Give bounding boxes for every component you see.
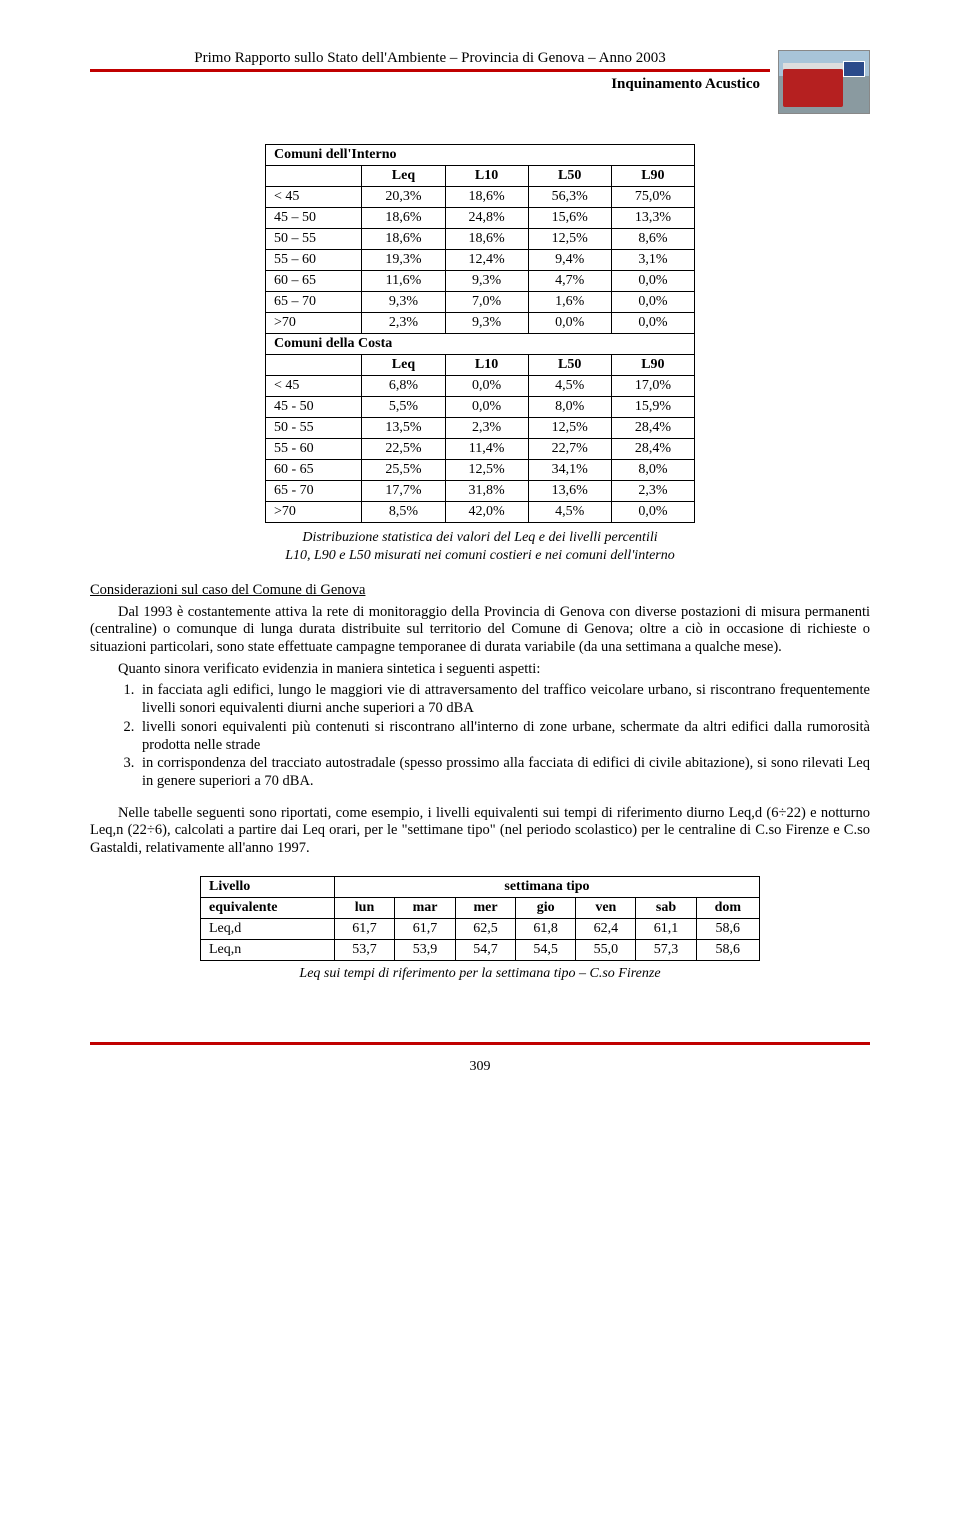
page-number: 309 [90,1059,870,1075]
table-row: 60 - 6525,5%12,5%34,1%8,0% [266,460,695,481]
header-rule [90,69,770,72]
col-l90: L90 [611,166,694,187]
table-row: 65 - 7017,7%31,8%13,6%2,3% [266,481,695,502]
table-section-b: Comuni della Costa [266,334,695,355]
table-row: 60 – 6511,6%9,3%4,7%0,0% [266,271,695,292]
table-row: 45 – 5018,6%24,8%15,6%13,3% [266,208,695,229]
doc-title: Primo Rapporto sullo Stato dell'Ambiente… [90,50,770,67]
table-row: Leq,d61,761,762,561,862,461,158,6 [201,918,760,939]
table-row: 55 – 6019,3%12,4%9,4%3,1% [266,250,695,271]
para-1: Dal 1993 è costantemente attiva la rete … [90,604,870,657]
col-settimana: settimana tipo [334,876,759,897]
table-row: < 456,8%0,0%4,5%17,0% [266,376,695,397]
table-comuni: Comuni dell'Interno Leq L10 L50 L90 < 45… [265,144,695,523]
col-livello: Livello [201,876,335,897]
col-blank [266,166,362,187]
table-row: 65 – 709,3%7,0%1,6%0,0% [266,292,695,313]
table-row: 45 - 505,5%0,0%8,0%15,9% [266,397,695,418]
table2-caption: Leq sui tempi di riferimento per la sett… [90,965,870,983]
aspect-list: in facciata agli edifici, lungo le maggi… [138,682,870,790]
table-row: Leq,n53,753,954,754,555,057,358,6 [201,939,760,960]
col-leq: Leq [362,166,445,187]
table-section-a: Comuni dell'Interno [266,145,695,166]
list-item: in facciata agli edifici, lungo le maggi… [138,682,870,717]
para-2: Quanto sinora verificato evidenzia in ma… [90,661,870,679]
page-header: Primo Rapporto sullo Stato dell'Ambiente… [90,50,870,114]
table-row: 50 - 5513,5%2,3%12,5%28,4% [266,418,695,439]
table-row: 55 - 6022,5%11,4%22,7%28,4% [266,439,695,460]
col-l50: L50 [528,166,611,187]
table-row: >708,5%42,0%4,5%0,0% [266,502,695,523]
table-row: >702,3%9,3%0,0%0,0% [266,313,695,334]
footer-rule [90,1042,870,1045]
section-heading-genova: Considerazioni sul caso del Comune di Ge… [90,582,870,600]
doc-subtitle: Inquinamento Acustico [90,76,770,93]
table1-caption: Distribuzione statistica dei valori del … [90,529,870,564]
table-row: < 4520,3%18,6%56,3%75,0% [266,187,695,208]
para-3: Nelle tabelle seguenti sono riportati, c… [90,805,870,858]
list-item: in corrispondenza del tracciato autostra… [138,755,870,790]
table-row: 50 – 5518,6%18,6%12,5%8,6% [266,229,695,250]
list-item: livelli sonori equivalenti più contenuti… [138,719,870,754]
table-settimana-tipo: Livello settimana tipo equivalente lun m… [200,876,760,961]
col-l10: L10 [445,166,528,187]
header-photo [778,50,870,114]
